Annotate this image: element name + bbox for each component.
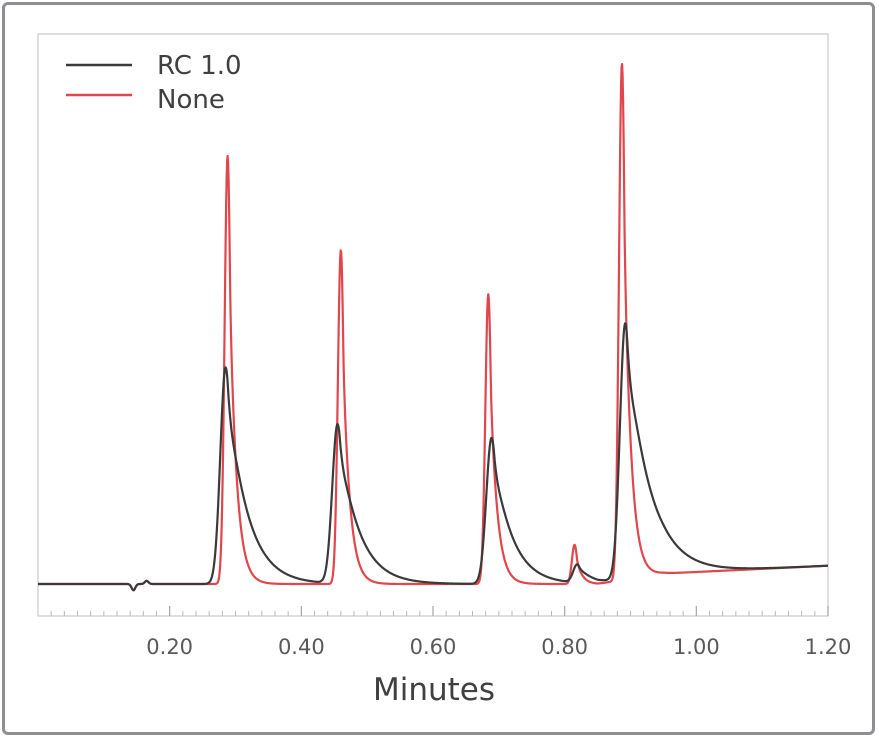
- minor-ticks: [50, 611, 816, 616]
- plot-area-border: [37, 33, 829, 617]
- series-line-none: [37, 63, 829, 592]
- x-tick-label: 0.20: [146, 635, 193, 659]
- x-tick-label: 0.60: [410, 635, 457, 659]
- legend-label-none: None: [157, 85, 225, 115]
- major-ticks: [169, 606, 829, 616]
- series-line-rc: [37, 322, 829, 592]
- chromatogram-chart: 0.20 0.40 0.60 0.80 1.00 1.20 Minutes RC 1.0 …: [37, 33, 851, 708]
- legend-label-rc: RC 1.0: [157, 51, 242, 81]
- x-tick-label: 0.80: [541, 635, 588, 659]
- x-tick-label: 1.00: [673, 635, 720, 659]
- x-tick-labels: 0.20 0.40 0.60 0.80 1.00 1.20: [146, 635, 851, 659]
- legend: RC 1.0 None: [66, 51, 242, 115]
- x-tick-label: 1.20: [805, 635, 852, 659]
- x-axis-title: Minutes: [373, 672, 495, 708]
- series-layer: [37, 63, 829, 592]
- x-tick-label: 0.40: [278, 635, 325, 659]
